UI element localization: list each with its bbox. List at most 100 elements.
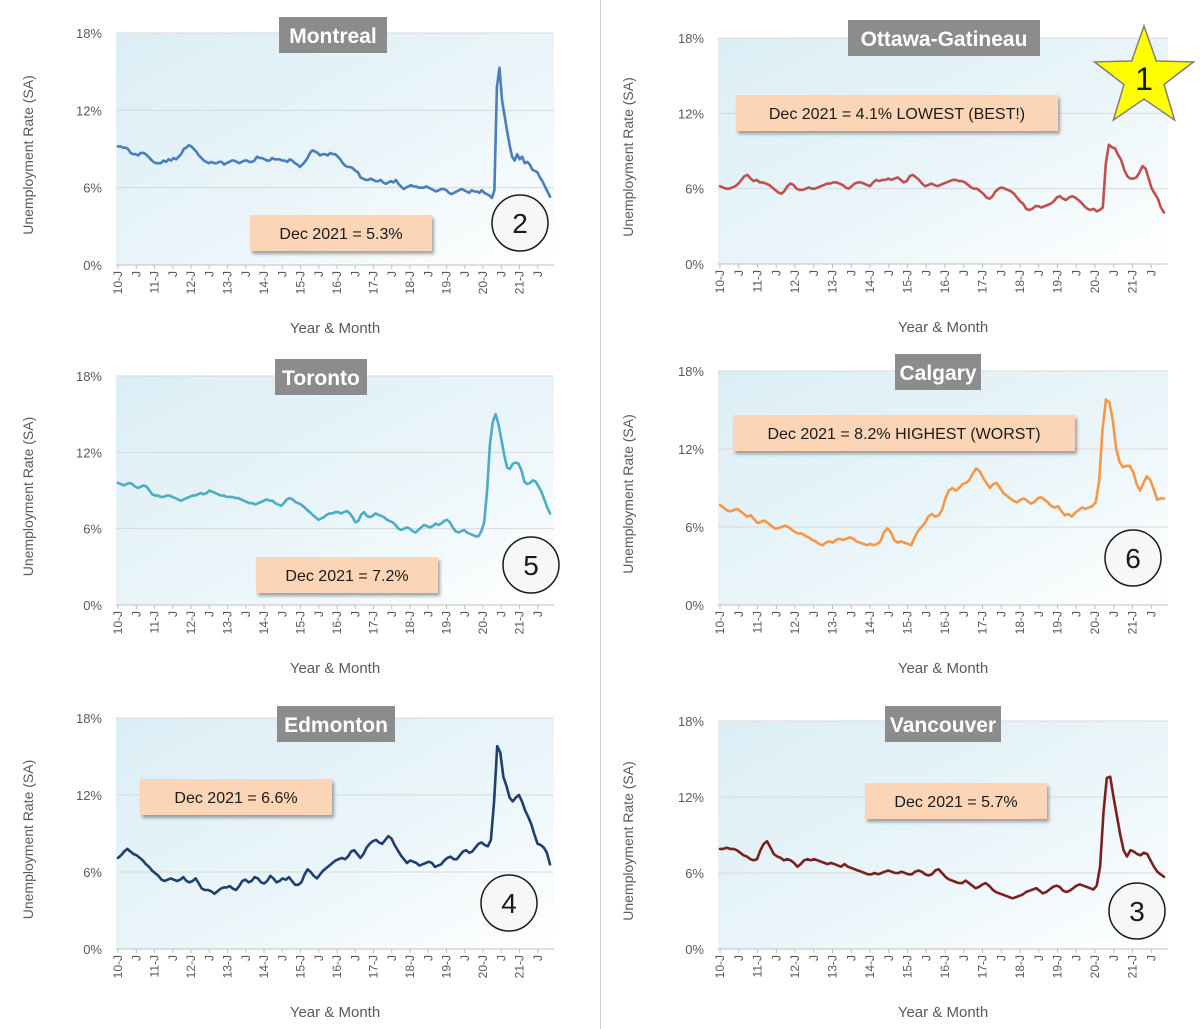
- chart-title-box: [885, 706, 1001, 742]
- chart-panel-ottawa-gatineau: 0% 6% 12% 18% 10-J J 11-J J 12-J J 13-J J 14-J J 15-J J…: [620, 20, 1196, 336]
- x-tick-label: 16-J: [330, 955, 344, 978]
- x-tick-label: J: [769, 611, 783, 617]
- x-tick-label: 19-J: [440, 271, 454, 294]
- x-tick-label: J: [1032, 270, 1046, 276]
- rank-number: 1: [1135, 61, 1153, 97]
- chart-title: Ottawa-Gatineau: [861, 28, 1028, 51]
- y-tick-label: 0%: [685, 257, 704, 272]
- x-tick-label: J: [531, 611, 545, 617]
- chart-title-box: [848, 20, 1040, 56]
- x-tick-label: 11-J: [751, 611, 765, 633]
- x-tick-label: J: [994, 955, 1008, 961]
- x-axis-title: Year & Month: [898, 660, 988, 677]
- x-tick-label: J: [239, 611, 253, 617]
- x-tick-label: J: [129, 271, 143, 277]
- x-tick-label: 20-J: [476, 271, 490, 294]
- x-tick-label: J: [312, 271, 326, 277]
- annotation-text: Dec 2021 = 7.2%: [285, 568, 408, 585]
- x-tick-label: J: [1144, 955, 1158, 961]
- x-tick-label: J: [807, 955, 821, 961]
- y-tick-label: 12%: [678, 442, 704, 457]
- x-tick-label: J: [769, 270, 783, 276]
- x-tick-label: J: [957, 955, 971, 961]
- x-tick-label: 14-J: [863, 611, 877, 634]
- annotation-box: [140, 779, 332, 815]
- x-tick-label: 20-J: [1088, 270, 1102, 293]
- x-tick-label: J: [882, 611, 896, 617]
- y-axis-title: Unemployment Rate (SA): [620, 77, 636, 237]
- x-tick-label: 20-J: [1088, 611, 1102, 634]
- rank-circle: [491, 194, 549, 252]
- x-tick-label: 10-J: [713, 611, 727, 634]
- column-divider: [600, 0, 601, 1029]
- y-tick-label: 12%: [76, 103, 102, 118]
- x-tick-label: 15-J: [901, 955, 915, 978]
- x-tick-label: 14-J: [863, 955, 877, 978]
- x-tick-label: 13-J: [221, 955, 235, 978]
- x-tick-label: J: [919, 611, 933, 617]
- x-tick-label: J: [239, 271, 253, 277]
- x-tick-label: 12-J: [788, 955, 802, 978]
- x-tick-label: J: [732, 270, 746, 276]
- x-tick-label: 21-J: [1126, 611, 1140, 634]
- y-axis-title: Unemployment Rate (SA): [620, 414, 636, 574]
- x-tick-label: 17-J: [367, 955, 381, 978]
- x-tick-label: J: [458, 271, 472, 277]
- x-tick-label: 21-J: [1126, 955, 1140, 978]
- x-tick-label: 12-J: [184, 271, 198, 294]
- series-line: [718, 775, 1166, 900]
- x-tick-label: 18-J: [1013, 955, 1027, 978]
- y-tick-label: 0%: [685, 598, 704, 613]
- x-tick-label: J: [807, 270, 821, 276]
- x-tick-label: J: [348, 955, 362, 961]
- chart-title: Vancouver: [890, 714, 996, 737]
- annotation-box: [733, 415, 1075, 451]
- x-tick-label: 11-J: [148, 611, 162, 633]
- x-tick-label: J: [166, 955, 180, 961]
- x-tick-label: J: [494, 611, 508, 617]
- y-tick-label: 0%: [83, 258, 102, 273]
- y-tick-label: 6%: [685, 520, 704, 535]
- rank-number: 4: [501, 888, 517, 919]
- chart-title-box: [277, 706, 395, 742]
- x-tick-label: 10-J: [111, 611, 125, 634]
- y-axis-title: Unemployment Rate (SA): [620, 761, 636, 921]
- x-tick-label: J: [844, 955, 858, 961]
- x-tick-label: J: [348, 611, 362, 617]
- y-tick-label: 6%: [685, 182, 704, 197]
- x-tick-label: 14-J: [257, 271, 271, 294]
- x-tick-label: J: [1069, 611, 1083, 617]
- x-tick-label: J: [166, 611, 180, 617]
- x-tick-label: J: [919, 270, 933, 276]
- x-tick-label: 13-J: [221, 611, 235, 634]
- x-tick-label: 16-J: [938, 611, 952, 634]
- x-tick-label: J: [202, 955, 216, 961]
- x-tick-label: J: [531, 955, 545, 961]
- y-tick-label: 0%: [685, 942, 704, 957]
- x-tick-label: 15-J: [901, 270, 915, 293]
- y-tick-label: 12%: [678, 790, 704, 805]
- x-tick-label: 16-J: [938, 270, 952, 293]
- chart-title-box: [895, 354, 981, 390]
- annotation-box: [250, 215, 432, 251]
- x-tick-label: 18-J: [1013, 270, 1027, 293]
- x-tick-label: J: [732, 611, 746, 617]
- x-tick-label: 11-J: [751, 955, 765, 977]
- x-tick-label: 20-J: [476, 955, 490, 978]
- x-tick-label: J: [129, 955, 143, 961]
- x-tick-label: 19-J: [440, 611, 454, 634]
- y-tick-label: 12%: [76, 445, 102, 460]
- chart-panel-toronto: 0% 6% 12% 18% 10-J J 11-J J 12-J J 13-J J 14-J J 15-J J…: [20, 359, 560, 677]
- x-tick-label: 15-J: [294, 611, 308, 634]
- annotation-text: Dec 2021 = 6.6%: [174, 790, 297, 807]
- x-tick-label: J: [458, 611, 472, 617]
- x-tick-label: 11-J: [148, 955, 162, 977]
- y-tick-label: 6%: [83, 181, 102, 196]
- x-tick-label: J: [1032, 955, 1046, 961]
- y-tick-label: 0%: [83, 598, 102, 613]
- x-tick-label: 21-J: [513, 611, 527, 634]
- y-tick-label: 6%: [83, 522, 102, 537]
- x-tick-label: 11-J: [148, 271, 162, 293]
- x-tick-label: 12-J: [788, 270, 802, 293]
- x-tick-label: 21-J: [513, 955, 527, 978]
